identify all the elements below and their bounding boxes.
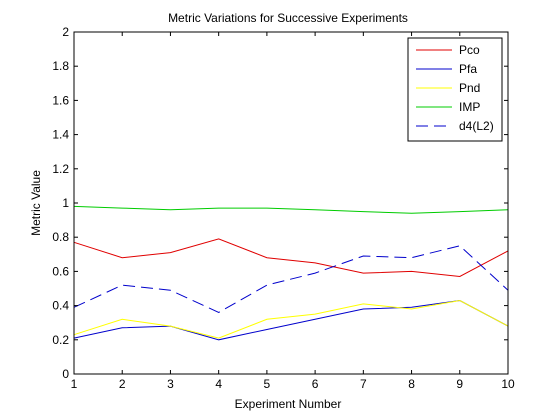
series-lines	[73, 205, 509, 341]
x-tick-label: 5	[264, 377, 271, 391]
legend-label: Pfa	[459, 62, 477, 76]
chart-title: Metric Variations for Successive Experim…	[168, 11, 408, 25]
y-axis-label: Metric Value	[29, 170, 43, 236]
legend-label: d4(L2)	[459, 119, 494, 133]
legend-label: IMP	[459, 100, 480, 114]
axis-ticks: 1 2 3 4 5 6 7 8 9 10 0 0.2 0.4 0.6 0.8 1 1.2 1.4 1.6 1.8 2	[52, 25, 515, 391]
x-tick-label: 9	[456, 377, 463, 391]
y-tick-label: 1.2	[52, 162, 69, 176]
legend-label: Pnd	[459, 81, 480, 95]
x-tick-label: 8	[408, 377, 415, 391]
y-tick-label: 2	[62, 25, 69, 39]
series-line-pfa	[73, 299, 509, 341]
legend: Pco Pfa Pnd IMP d4(L2)	[407, 37, 503, 142]
x-tick-label: 1	[71, 377, 78, 391]
x-tick-label: 4	[215, 377, 222, 391]
x-tick-label: 6	[312, 377, 319, 391]
y-tick-label: 1.6	[52, 93, 69, 107]
series-line-pnd	[73, 299, 509, 339]
y-tick-label: 0.4	[52, 299, 69, 313]
series-line-d4-l2	[73, 245, 509, 313]
y-tick-label: 1.4	[52, 128, 69, 142]
legend-box	[407, 37, 503, 142]
x-axis-label: Experiment Number	[235, 397, 342, 411]
y-tick-label: 0	[62, 367, 69, 381]
x-tick-label: 10	[501, 377, 515, 391]
y-tick-label: 1.8	[52, 59, 69, 73]
x-tick-label: 3	[167, 377, 174, 391]
y-tick-label: 0.6	[52, 264, 69, 278]
y-tick-label: 0.2	[52, 333, 69, 347]
y-tick-label: 0.8	[52, 230, 69, 244]
x-tick-label: 7	[360, 377, 367, 391]
x-tick-label: 2	[119, 377, 126, 391]
legend-label: Pco	[459, 43, 480, 57]
series-line-imp	[73, 205, 509, 214]
y-tick-label: 1	[62, 196, 69, 210]
series-line-pco	[73, 238, 509, 278]
